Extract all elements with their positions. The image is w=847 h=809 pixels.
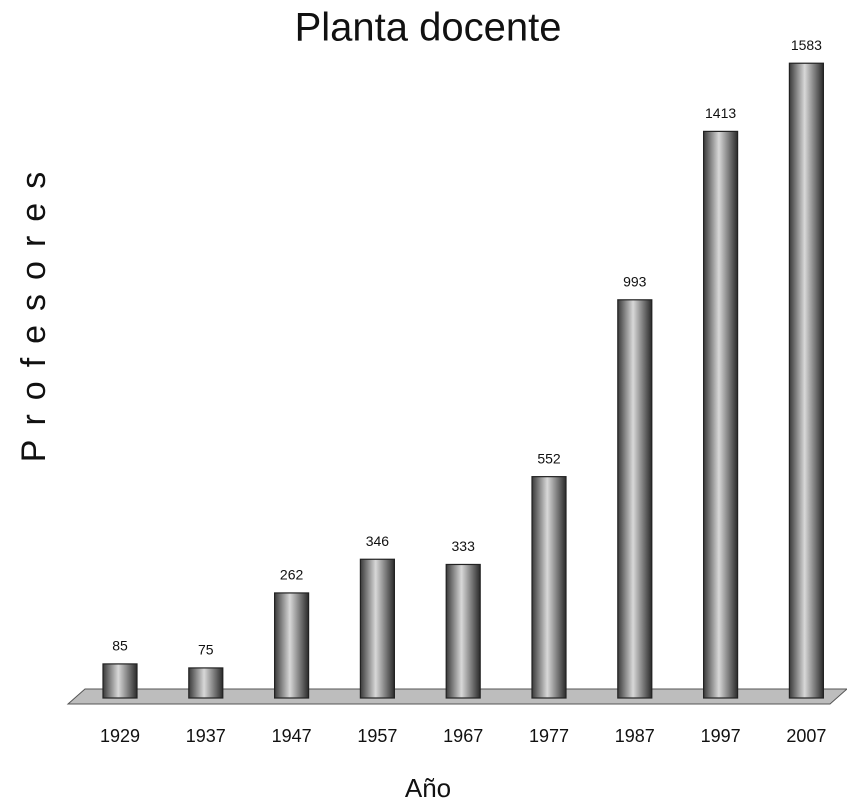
x-tick-label: 1987 <box>615 726 655 746</box>
chart-title: Planta docente <box>295 6 562 50</box>
x-tick-label: 2007 <box>786 726 826 746</box>
x-axis-label: Año <box>405 773 451 803</box>
x-tick-label: 1997 <box>701 726 741 746</box>
x-tick-label: 1977 <box>529 726 569 746</box>
bar <box>102 663 138 699</box>
x-tick-label: 1929 <box>100 726 140 746</box>
x-tick-label: 1957 <box>357 726 397 746</box>
bar <box>702 130 739 699</box>
bar <box>531 476 567 699</box>
value-label: 1413 <box>705 105 736 121</box>
value-label: 552 <box>537 450 561 466</box>
bar <box>274 592 310 699</box>
value-label: 333 <box>452 538 476 554</box>
y-axis-label: Profesores <box>15 158 53 462</box>
bar <box>188 667 224 699</box>
value-label: 346 <box>366 533 390 549</box>
value-label: 85 <box>112 638 128 654</box>
bar <box>359 558 395 699</box>
value-label: 993 <box>623 274 647 290</box>
x-tick-label: 1937 <box>186 726 226 746</box>
bar <box>445 563 481 699</box>
bar <box>617 299 653 699</box>
value-label: 262 <box>280 567 304 583</box>
bar <box>788 62 825 699</box>
x-tick-label: 1967 <box>443 726 483 746</box>
value-label: 75 <box>198 642 214 658</box>
x-tick-label: 1947 <box>272 726 312 746</box>
value-label: 1583 <box>791 37 822 53</box>
